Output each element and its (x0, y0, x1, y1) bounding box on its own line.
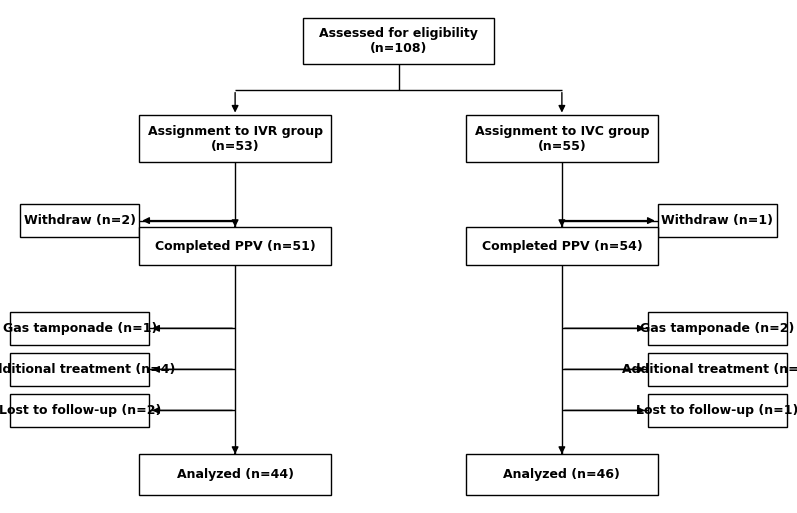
FancyBboxPatch shape (466, 454, 658, 495)
Text: Gas tamponade (n=2): Gas tamponade (n=2) (640, 322, 795, 335)
FancyBboxPatch shape (139, 115, 331, 162)
Text: Completed PPV (n=54): Completed PPV (n=54) (481, 240, 642, 253)
Text: Assignment to IVR group
(n=53): Assignment to IVR group (n=53) (147, 125, 323, 152)
Text: Gas tamponade (n=1): Gas tamponade (n=1) (2, 322, 157, 335)
FancyBboxPatch shape (647, 394, 787, 427)
FancyBboxPatch shape (658, 204, 777, 237)
Text: Withdraw (n=1): Withdraw (n=1) (662, 214, 773, 227)
FancyBboxPatch shape (647, 311, 787, 345)
Text: Assignment to IVC group
(n=55): Assignment to IVC group (n=55) (475, 125, 649, 152)
FancyBboxPatch shape (10, 394, 150, 427)
FancyBboxPatch shape (139, 227, 331, 266)
Text: Completed PPV (n=51): Completed PPV (n=51) (155, 240, 316, 253)
Text: Analyzed (n=44): Analyzed (n=44) (177, 468, 293, 481)
FancyBboxPatch shape (466, 115, 658, 162)
FancyBboxPatch shape (303, 18, 494, 64)
Text: Additional treatment (n=4): Additional treatment (n=4) (0, 363, 175, 376)
FancyBboxPatch shape (647, 353, 787, 386)
FancyBboxPatch shape (10, 353, 150, 386)
FancyBboxPatch shape (10, 311, 150, 345)
Text: Analyzed (n=46): Analyzed (n=46) (504, 468, 620, 481)
Text: Additional treatment (n=5): Additional treatment (n=5) (622, 363, 797, 376)
FancyBboxPatch shape (466, 227, 658, 266)
Text: Assessed for eligibility
(n=108): Assessed for eligibility (n=108) (319, 27, 478, 55)
Text: Lost to follow-up (n=2): Lost to follow-up (n=2) (0, 404, 161, 417)
FancyBboxPatch shape (20, 204, 139, 237)
Text: Lost to follow-up (n=1): Lost to follow-up (n=1) (636, 404, 797, 417)
FancyBboxPatch shape (139, 454, 331, 495)
Text: Withdraw (n=2): Withdraw (n=2) (24, 214, 135, 227)
